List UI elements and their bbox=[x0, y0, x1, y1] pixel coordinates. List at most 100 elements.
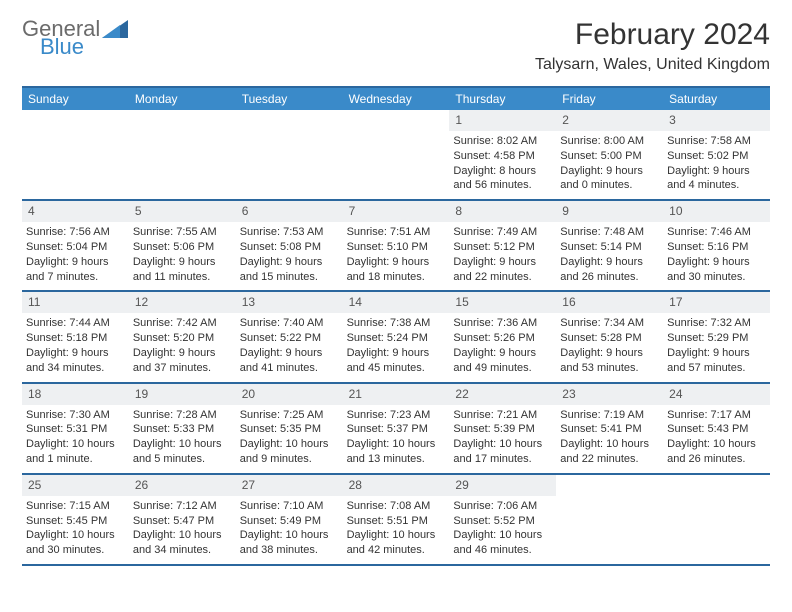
daylight-text: Daylight: 9 hours and 53 minutes. bbox=[560, 346, 659, 376]
sunset-text: Sunset: 5:16 PM bbox=[667, 240, 766, 255]
sunrise-text: Sunrise: 7:06 AM bbox=[453, 499, 552, 514]
calendar-cell: 8Sunrise: 7:49 AMSunset: 5:12 PMDaylight… bbox=[449, 201, 556, 290]
day-number: 3 bbox=[669, 113, 676, 127]
sunrise-text: Sunrise: 7:19 AM bbox=[560, 408, 659, 423]
week-row: 25Sunrise: 7:15 AMSunset: 5:45 PMDayligh… bbox=[22, 475, 770, 566]
daynum-bar: 9 bbox=[556, 201, 663, 222]
calendar-cell: 9Sunrise: 7:48 AMSunset: 5:14 PMDaylight… bbox=[556, 201, 663, 290]
sunrise-text: Sunrise: 7:17 AM bbox=[667, 408, 766, 423]
daylight-text: Daylight: 9 hours and 57 minutes. bbox=[667, 346, 766, 376]
day-number: 4 bbox=[28, 204, 35, 218]
daylight-text: Daylight: 9 hours and 26 minutes. bbox=[560, 255, 659, 285]
daylight-text: Daylight: 9 hours and 18 minutes. bbox=[347, 255, 446, 285]
day-header: Tuesday bbox=[236, 88, 343, 110]
sunrise-text: Sunrise: 7:58 AM bbox=[667, 134, 766, 149]
sunrise-text: Sunrise: 7:55 AM bbox=[133, 225, 232, 240]
day-number: 21 bbox=[349, 387, 362, 401]
daylight-text: Daylight: 9 hours and 30 minutes. bbox=[667, 255, 766, 285]
calendar-cell: 18Sunrise: 7:30 AMSunset: 5:31 PMDayligh… bbox=[22, 384, 129, 473]
day-number: 24 bbox=[669, 387, 682, 401]
sunrise-text: Sunrise: 7:38 AM bbox=[347, 316, 446, 331]
day-number: 26 bbox=[135, 478, 148, 492]
daynum-bar: 23 bbox=[556, 384, 663, 405]
week-row: 11Sunrise: 7:44 AMSunset: 5:18 PMDayligh… bbox=[22, 292, 770, 383]
calendar-cell: 10Sunrise: 7:46 AMSunset: 5:16 PMDayligh… bbox=[663, 201, 770, 290]
daynum-bar: 14 bbox=[343, 292, 450, 313]
calendar-cell: 27Sunrise: 7:10 AMSunset: 5:49 PMDayligh… bbox=[236, 475, 343, 564]
daynum-bar: 15 bbox=[449, 292, 556, 313]
sunset-text: Sunset: 5:18 PM bbox=[26, 331, 125, 346]
daynum-bar: 1 bbox=[449, 110, 556, 131]
calendar-cell: 26Sunrise: 7:12 AMSunset: 5:47 PMDayligh… bbox=[129, 475, 236, 564]
month-title: February 2024 bbox=[535, 18, 770, 52]
calendar-cell: 7 Sunrise: 7:51 AMSunset: 5:10 PMDaylight… bbox=[343, 201, 450, 290]
calendar-cell bbox=[556, 475, 663, 564]
daynum-bar: 18 bbox=[22, 384, 129, 405]
sunset-text: Sunset: 5:37 PM bbox=[347, 422, 446, 437]
calendar-cell: 21Sunrise: 7:23 AMSunset: 5:37 PMDayligh… bbox=[343, 384, 450, 473]
daylight-text: Daylight: 9 hours and 49 minutes. bbox=[453, 346, 552, 376]
sunrise-text: Sunrise: 7:21 AM bbox=[453, 408, 552, 423]
day-number: 7 bbox=[349, 204, 356, 218]
daynum-bar: 25 bbox=[22, 475, 129, 496]
sunrise-text: Sunrise: 7:15 AM bbox=[26, 499, 125, 514]
sunrise-text: Sunrise: 7:36 AM bbox=[453, 316, 552, 331]
sunset-text: Sunset: 5:10 PM bbox=[347, 240, 446, 255]
calendar-cell bbox=[129, 110, 236, 199]
sunset-text: Sunset: 5:12 PM bbox=[453, 240, 552, 255]
calendar: SundayMondayTuesdayWednesdayThursdayFrid… bbox=[22, 86, 770, 566]
daynum-bar: 6 bbox=[236, 201, 343, 222]
daynum-bar: 4 bbox=[22, 201, 129, 222]
sunset-text: Sunset: 5:22 PM bbox=[240, 331, 339, 346]
week-row: 18Sunrise: 7:30 AMSunset: 5:31 PMDayligh… bbox=[22, 384, 770, 475]
calendar-cell bbox=[343, 110, 450, 199]
calendar-cell: 6Sunrise: 7:53 AMSunset: 5:08 PMDaylight… bbox=[236, 201, 343, 290]
day-number: 27 bbox=[242, 478, 255, 492]
daylight-text: Daylight: 10 hours and 42 minutes. bbox=[347, 528, 446, 558]
daylight-text: Daylight: 9 hours and 22 minutes. bbox=[453, 255, 552, 285]
daylight-text: Daylight: 9 hours and 4 minutes. bbox=[667, 164, 766, 194]
calendar-cell: 14 Sunrise: 7:38 AMSunset: 5:24 PMDayligh… bbox=[343, 292, 450, 381]
calendar-cell: 25Sunrise: 7:15 AMSunset: 5:45 PMDayligh… bbox=[22, 475, 129, 564]
day-number: 10 bbox=[669, 204, 682, 218]
sunset-text: Sunset: 5:02 PM bbox=[667, 149, 766, 164]
week-row: 1 Sunrise: 8:02 AMSunset: 4:58 PM Daylight… bbox=[22, 110, 770, 201]
sunrise-text: Sunrise: 7:30 AM bbox=[26, 408, 125, 423]
daynum-bar: 11 bbox=[22, 292, 129, 313]
sunset-text: Sunset: 5:28 PM bbox=[560, 331, 659, 346]
sunset-text: Sunset: 5:00 PM bbox=[560, 149, 659, 164]
daylight-text: Daylight: 10 hours and 34 minutes. bbox=[133, 528, 232, 558]
sunset-text: Sunset: 4:58 PM bbox=[453, 149, 552, 164]
daylight-text: Daylight: 9 hours and 7 minutes. bbox=[26, 255, 125, 285]
calendar-cell: 16Sunrise: 7:34 AMSunset: 5:28 PMDayligh… bbox=[556, 292, 663, 381]
week-row: 4Sunrise: 7:56 AMSunset: 5:04 PMDaylight… bbox=[22, 201, 770, 292]
sunset-text: Sunset: 5:24 PM bbox=[347, 331, 446, 346]
sunrise-text: Sunrise: 7:25 AM bbox=[240, 408, 339, 423]
daynum-bar: 22 bbox=[449, 384, 556, 405]
calendar-cell: 28Sunrise: 7:08 AMSunset: 5:51 PMDayligh… bbox=[343, 475, 450, 564]
day-number: 13 bbox=[242, 295, 255, 309]
sunrise-text: Sunrise: 7:51 AM bbox=[347, 225, 446, 240]
sunrise-text: Sunrise: 8:02 AM bbox=[453, 134, 552, 149]
sunset-text: Sunset: 5:43 PM bbox=[667, 422, 766, 437]
sunset-text: Sunset: 5:39 PM bbox=[453, 422, 552, 437]
day-number: 28 bbox=[349, 478, 362, 492]
day-number: 18 bbox=[28, 387, 41, 401]
sunset-text: Sunset: 5:33 PM bbox=[133, 422, 232, 437]
daylight-text: Daylight: 10 hours and 22 minutes. bbox=[560, 437, 659, 467]
sunset-text: Sunset: 5:20 PM bbox=[133, 331, 232, 346]
daynum-bar: 5 bbox=[129, 201, 236, 222]
daylight-text: Daylight: 9 hours and 45 minutes. bbox=[347, 346, 446, 376]
sunset-text: Sunset: 5:14 PM bbox=[560, 240, 659, 255]
daylight-text: Daylight: 10 hours and 38 minutes. bbox=[240, 528, 339, 558]
day-header: Saturday bbox=[663, 88, 770, 110]
day-header: Thursday bbox=[449, 88, 556, 110]
daylight-text: Daylight: 10 hours and 13 minutes. bbox=[347, 437, 446, 467]
sunset-text: Sunset: 5:49 PM bbox=[240, 514, 339, 529]
calendar-cell: 22Sunrise: 7:21 AMSunset: 5:39 PMDayligh… bbox=[449, 384, 556, 473]
daylight-text: Daylight: 10 hours and 9 minutes. bbox=[240, 437, 339, 467]
daynum-bar: 26 bbox=[129, 475, 236, 496]
day-number: 15 bbox=[455, 295, 468, 309]
daylight-text: Daylight: 9 hours and 0 minutes. bbox=[560, 164, 659, 194]
calendar-cell bbox=[22, 110, 129, 199]
